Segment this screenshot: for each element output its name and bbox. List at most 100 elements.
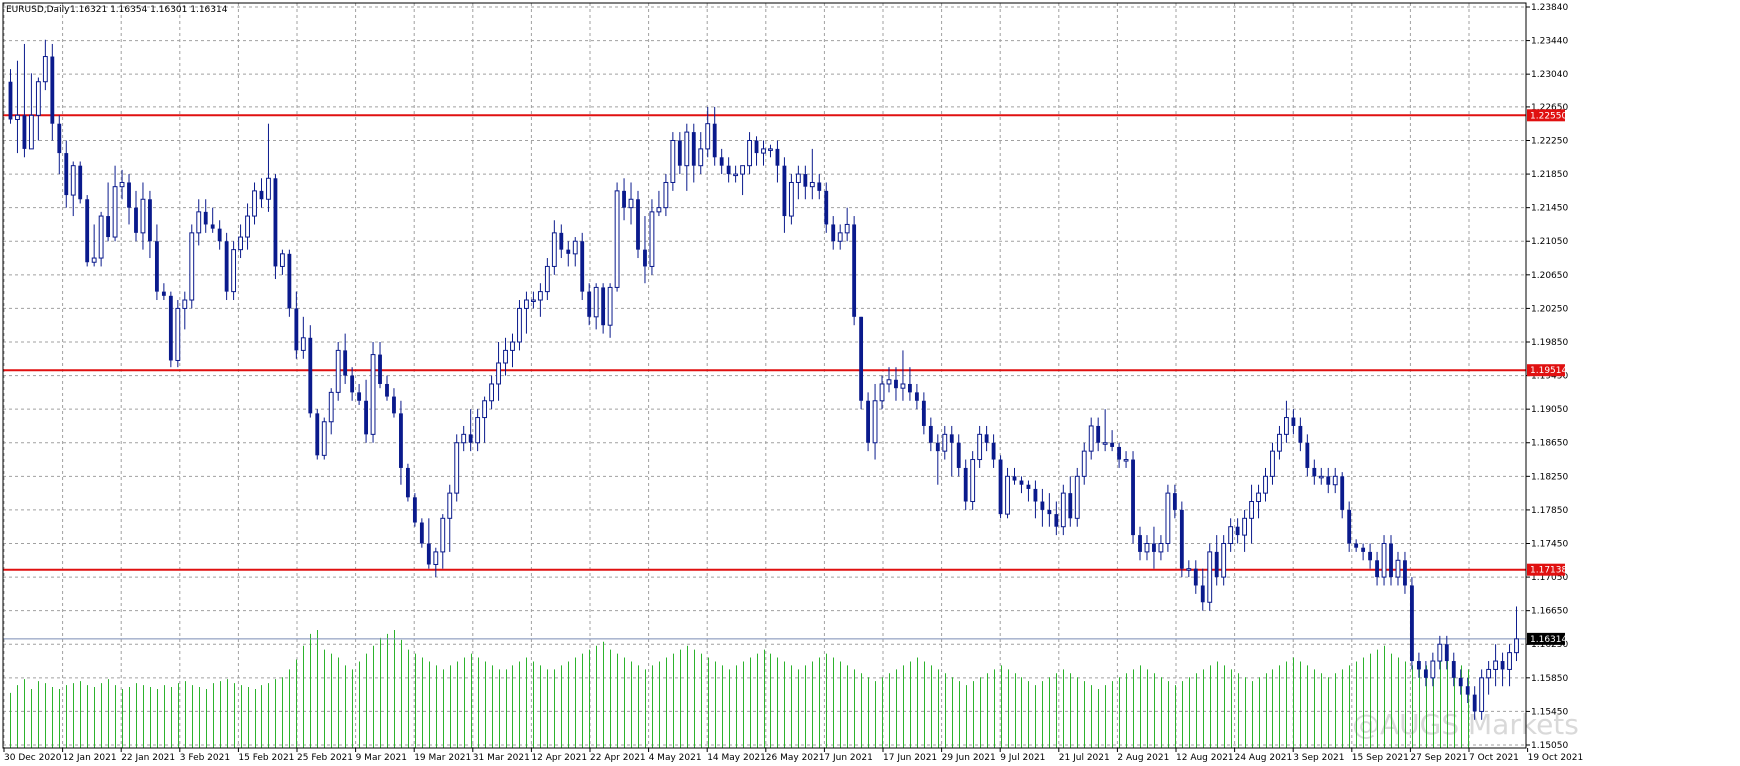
- candle-body-bear: [405, 467, 410, 498]
- candle-body-bear: [1179, 509, 1184, 569]
- candle-body-bear: [64, 153, 69, 196]
- candle-body-bear: [294, 308, 299, 351]
- candle: [279, 249, 285, 275]
- candle: [698, 132, 704, 175]
- candle: [1479, 669, 1485, 720]
- candle-body-bear: [148, 199, 152, 242]
- candle-body-bear: [1117, 446, 1122, 460]
- candle: [1165, 484, 1171, 552]
- candle-body-bear: [259, 190, 264, 200]
- candle-body-bear: [1172, 493, 1177, 510]
- candle-body-bull: [1221, 542, 1227, 578]
- candle: [1054, 501, 1059, 536]
- candle: [977, 425, 983, 468]
- candle: [1507, 644, 1512, 687]
- candle: [866, 392, 871, 452]
- candle-body-bull: [1318, 475, 1324, 479]
- candle: [684, 123, 690, 191]
- candle-body-bull: [1381, 542, 1387, 578]
- candle: [224, 232, 229, 301]
- candle: [1403, 551, 1407, 594]
- time-tick-label: 3 Sep 2021: [1293, 753, 1344, 762]
- candle-body-bear: [426, 543, 431, 565]
- candle: [168, 291, 173, 368]
- price-tick-label: 1.21850: [1531, 170, 1568, 180]
- candle-body-bear: [1026, 484, 1031, 489]
- candle-body-bull: [300, 337, 306, 351]
- candle: [119, 169, 125, 200]
- candle: [1235, 518, 1240, 544]
- candle-body-bull: [698, 148, 704, 167]
- candle: [517, 300, 522, 351]
- candle-body-bull: [733, 173, 739, 177]
- candle: [1158, 535, 1164, 561]
- candle-body-bull: [1165, 492, 1171, 544]
- price-tick-label: 1.20650: [1531, 271, 1568, 281]
- candle-body-bull: [649, 211, 655, 267]
- candle: [238, 224, 243, 259]
- candle-body-bull: [1249, 501, 1254, 519]
- candle-body-bull: [740, 165, 746, 175]
- candle: [1193, 560, 1198, 594]
- candle: [1242, 509, 1248, 552]
- price-tick-label: 1.17050: [1531, 573, 1568, 583]
- candle-body-bear: [1375, 560, 1379, 578]
- candle-body-bull: [42, 56, 48, 83]
- candle-body-bull: [663, 181, 669, 209]
- candle-body-bull: [70, 165, 76, 196]
- level-price-label: 1.22550: [1530, 111, 1567, 121]
- candle-body-bull: [1486, 668, 1492, 679]
- candle-body-bear: [782, 165, 787, 217]
- candle: [1131, 451, 1135, 544]
- candle: [475, 409, 481, 452]
- candle: [1437, 635, 1443, 670]
- candle-body-bear: [963, 467, 968, 502]
- time-tick-label: 22 Apr 2021: [590, 753, 646, 762]
- time-tick-label: 27 Sep 2021: [1410, 753, 1467, 762]
- candle: [726, 157, 731, 183]
- candle: [1493, 644, 1499, 687]
- candle: [70, 161, 76, 217]
- candle: [559, 224, 564, 259]
- candle: [607, 283, 613, 338]
- candle-body-bull: [1430, 660, 1436, 679]
- level-price-tag: [1527, 364, 1565, 377]
- candle: [831, 216, 836, 250]
- candle: [782, 157, 787, 233]
- price-tick-label: 1.18250: [1531, 472, 1568, 482]
- candle: [1123, 451, 1129, 468]
- candle-body-bear: [1361, 547, 1366, 552]
- candle-body-bull: [788, 181, 794, 217]
- candle: [426, 518, 431, 569]
- time-tick-label: 9 Jul 2021: [1000, 753, 1045, 762]
- candle-body-bear: [1389, 543, 1393, 578]
- candle: [106, 182, 111, 242]
- candle: [1019, 476, 1024, 494]
- candle: [670, 132, 676, 191]
- price-tick-label: 1.19050: [1531, 405, 1568, 415]
- candle-body-bear: [161, 291, 166, 296]
- candle-body-bear: [343, 350, 348, 376]
- candle-body-bear: [1012, 476, 1017, 481]
- candle: [1088, 417, 1094, 460]
- candle: [1395, 551, 1401, 586]
- candle: [1200, 568, 1205, 611]
- candle-body-bull: [942, 433, 948, 452]
- candle: [433, 547, 439, 578]
- candle-body-bear: [636, 199, 640, 250]
- candle: [350, 367, 355, 401]
- candle-body-bear: [127, 182, 131, 208]
- candle-body-bull: [1242, 517, 1248, 536]
- candle: [852, 216, 857, 326]
- candle: [761, 140, 766, 166]
- candle: [1375, 551, 1379, 586]
- candle-body-bull: [182, 299, 188, 309]
- candle-body-bull: [872, 400, 878, 444]
- candle-body-bull: [370, 354, 376, 435]
- candle: [566, 241, 571, 267]
- candle-body-bear: [1444, 644, 1449, 662]
- time-tick-label: 31 Mar 2021: [473, 753, 530, 762]
